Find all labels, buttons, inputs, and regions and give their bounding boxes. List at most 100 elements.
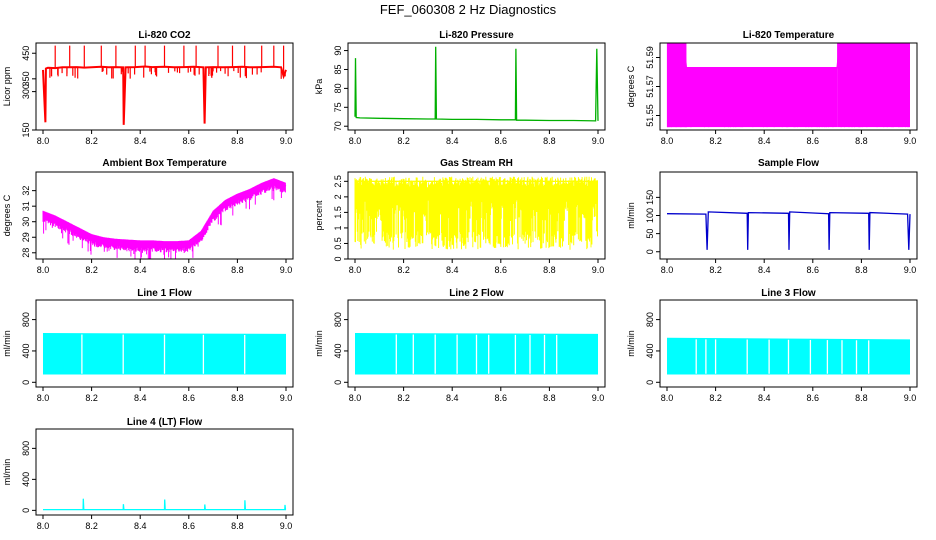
y-axis-label: ml/min [2,459,12,486]
x-tick-label: 8.4 [446,393,459,403]
x-tick-label: 8.6 [807,265,820,275]
y-tick-label: 1.5 [333,206,343,219]
x-tick-label: 8.6 [183,265,196,275]
chart-panel-8: Line 3 Flow ml/min 8.0 8.2 8.4 8.6 8.8 9.0 0 400 8… [626,288,918,403]
y-tick-label: 90 [333,46,343,56]
x-tick-label: 8.0 [37,265,50,275]
y-axis-label: degrees C [2,194,12,236]
series-line [354,333,599,336]
y-tick-label: 51.57 [645,75,655,98]
y-tick-label: 30 [21,217,31,227]
chart-title: Line 3 Flow [761,288,816,299]
series-line [43,498,287,511]
y-axis-label: degrees C [626,65,636,107]
x-tick-label: 8.0 [661,136,674,146]
y-tick-label: 150 [645,190,655,205]
x-tick-label: 9.0 [592,136,605,146]
x-tick-label: 8.4 [758,393,771,403]
data-series [354,176,598,250]
x-tick-label: 9.0 [280,265,293,275]
y-tick-label: 1 [333,225,343,230]
plot-frame [347,42,606,131]
x-tick-label: 8.6 [495,136,508,146]
plot-frame [35,42,294,131]
series-line [42,180,287,245]
x-tick-label: 9.0 [280,521,293,531]
chart-panel-2: Li-820 Temperature degrees C 8.0 8.2 8.4 8.6 8… [626,30,918,146]
chart-panel-3: Ambient Box Temperature degrees C 8.0 8.2 8.… [2,158,294,275]
data-series [42,45,287,125]
y-tick-label: 400 [645,343,655,358]
x-tick-label: 8.4 [134,393,147,403]
y-tick-label: 0 [645,249,655,254]
y-tick-label: 800 [21,312,31,327]
data-series [354,333,599,375]
x-tick-label: 8.8 [231,521,244,531]
y-axis-label: ml/min [314,330,324,357]
chart-panel-6: Line 1 Flow ml/min 8.0 8.2 8.4 8.6 8.8 9.0 0 400 8… [2,288,294,403]
chart-panel-1: Li-820 Pressure kPa 8.0 8.2 8.4 8.6 8.8 9.0 70 75… [314,30,606,146]
x-tick-label: 8.6 [807,393,820,403]
y-tick-label: 50 [645,229,655,239]
x-tick-label: 8.4 [758,265,771,275]
y-tick-label: 150 [21,122,31,137]
y-tick-label: 29 [21,232,31,242]
series-line [42,333,287,336]
plot-frame [659,299,918,388]
y-tick-label: 31 [21,201,31,211]
x-tick-label: 8.2 [397,136,410,146]
chart-panel-5: Sample Flow ml/min 8.0 8.2 8.4 8.6 8.8 9.0 0 50 10… [626,158,918,275]
chart-title: Li-820 Pressure [439,30,514,41]
y-tick-label: 85 [333,64,343,74]
x-tick-label: 9.0 [592,265,605,275]
x-tick-label: 8.0 [349,136,362,146]
chart-title: Sample Flow [758,158,819,169]
y-axis-label: percent [314,200,324,231]
data-series [43,498,287,511]
series-line [42,65,287,125]
x-tick-label: 8.8 [231,136,244,146]
x-tick-label: 8.6 [807,136,820,146]
x-tick-label: 8.2 [709,393,722,403]
x-tick-label: 8.4 [446,136,459,146]
chart-panel-4: Gas Stream RH percent 8.0 8.2 8.4 8.6 8.8 9.0 0 0… [314,158,606,275]
y-tick-label: 400 [333,343,343,358]
x-tick-label: 8.2 [85,136,98,146]
x-tick-label: 8.4 [758,136,771,146]
y-axis-label: ml/min [626,330,636,357]
chart-title: Li-820 CO2 [138,30,191,41]
data-series [42,333,287,375]
y-axis-label: ml/min [626,202,636,229]
x-tick-label: 8.2 [85,521,98,531]
x-tick-label: 8.4 [134,521,147,531]
chart-title: Gas Stream RH [440,158,513,169]
x-tick-label: 8.2 [709,265,722,275]
x-tick-label: 9.0 [592,393,605,403]
x-tick-label: 8.2 [397,265,410,275]
x-tick-label: 8.4 [134,265,147,275]
y-tick-label: 80 [333,83,343,93]
x-tick-label: 8.6 [495,265,508,275]
x-tick-label: 8.8 [855,136,868,146]
series-line [354,46,599,122]
y-tick-label: 2 [333,194,343,199]
y-tick-label: 450 [21,46,31,61]
x-tick-label: 8.8 [231,393,244,403]
y-tick-label: 400 [21,343,31,358]
y-tick-label: 800 [333,312,343,327]
chart-panel-0: Li-820 CO2 Licor ppm 8.0 8.2 8.4 8.6 8.8 9.0 150… [2,30,294,146]
chart-title: Line 1 Flow [137,288,192,299]
x-tick-label: 8.8 [231,265,244,275]
data-series [42,178,287,259]
x-tick-label: 8.0 [37,393,50,403]
y-tick-label: 75 [333,102,343,112]
chart-panel-9: Line 4 (LT) Flow ml/min 8.0 8.2 8.4 8.6 8.8 9.0… [2,417,294,531]
y-tick-label: 28 [21,248,31,258]
y-tick-label: 0.5 [333,237,343,250]
x-tick-label: 8.6 [183,393,196,403]
x-tick-label: 8.8 [543,136,556,146]
y-tick-label: 100 [645,208,655,223]
y-axis-label: ml/min [2,330,12,357]
x-tick-label: 8.0 [37,136,50,146]
